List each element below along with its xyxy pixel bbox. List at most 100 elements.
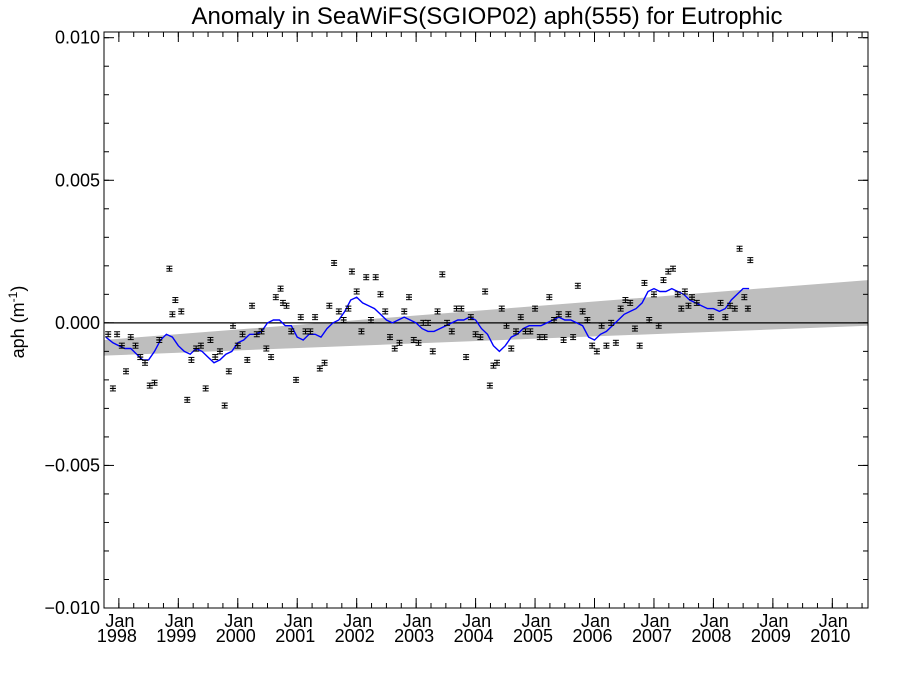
data-point xyxy=(560,336,567,343)
data-point xyxy=(283,302,290,309)
data-point xyxy=(493,359,500,366)
data-point xyxy=(503,322,510,329)
x-tick-label-year: 2002 xyxy=(335,626,375,646)
x-tick-label-year: 2003 xyxy=(394,626,434,646)
data-point xyxy=(202,385,209,392)
data-point xyxy=(353,288,360,295)
data-point xyxy=(574,282,581,289)
data-point xyxy=(372,274,379,281)
data-point xyxy=(321,359,328,366)
data-point xyxy=(396,339,403,346)
data-point xyxy=(584,317,591,323)
data-point xyxy=(612,339,619,346)
data-point xyxy=(641,279,648,286)
data-point xyxy=(340,317,347,323)
data-point xyxy=(293,376,300,383)
x-tick-label-year: 2008 xyxy=(691,626,731,646)
data-point xyxy=(307,328,314,335)
data-point xyxy=(477,334,484,341)
data-point xyxy=(589,342,596,349)
data-point xyxy=(551,317,558,323)
data-point xyxy=(358,328,365,335)
data-point xyxy=(225,368,232,375)
data-point xyxy=(434,308,441,315)
data-point xyxy=(689,294,696,301)
data-point xyxy=(234,342,241,349)
data-point xyxy=(527,328,534,335)
data-point xyxy=(570,334,577,341)
data-point xyxy=(593,348,600,355)
data-point xyxy=(363,274,370,281)
x-tick-label-month: Jan xyxy=(224,611,253,631)
data-point xyxy=(741,294,748,301)
y-axis-label-close: ) xyxy=(8,286,28,292)
data-point xyxy=(541,334,548,341)
x-tick-label-month: Jan xyxy=(462,611,491,631)
data-point xyxy=(736,245,743,252)
data-point xyxy=(249,302,256,309)
data-point xyxy=(631,325,638,332)
data-point xyxy=(348,268,355,275)
data-point xyxy=(122,368,129,375)
data-point xyxy=(565,311,572,318)
data-point xyxy=(401,308,408,315)
data-point xyxy=(627,299,634,306)
data-point xyxy=(331,259,338,266)
running-mean-layer xyxy=(105,287,750,364)
data-points-layer xyxy=(105,245,754,409)
data-point xyxy=(722,314,729,321)
data-point xyxy=(109,385,116,392)
data-point xyxy=(674,291,681,298)
data-point xyxy=(127,334,134,341)
y-tick-label: 0.010 xyxy=(55,28,100,48)
data-point xyxy=(114,331,121,338)
data-point xyxy=(197,342,204,349)
data-point xyxy=(184,396,191,403)
x-tick-label-year: 2000 xyxy=(216,626,256,646)
data-point xyxy=(263,345,270,352)
data-point xyxy=(486,382,493,389)
x-tick-label-year: 2004 xyxy=(454,626,494,646)
x-tick-label-month: Jan xyxy=(759,611,788,631)
data-point xyxy=(178,308,185,315)
trend-band xyxy=(104,280,868,356)
data-point xyxy=(678,305,685,312)
data-point xyxy=(532,305,539,312)
data-point xyxy=(513,328,520,335)
data-point xyxy=(429,348,436,355)
data-point xyxy=(708,314,715,321)
data-point xyxy=(137,354,144,361)
data-point xyxy=(660,277,667,284)
data-point xyxy=(439,271,446,278)
data-point xyxy=(258,328,265,335)
ticks-layer: 0.0100.0050.000−0.005−0.010Jan1998Jan199… xyxy=(44,28,868,646)
x-tick-label-month: Jan xyxy=(581,611,610,631)
data-point xyxy=(382,308,389,315)
x-tick-label-year: 2006 xyxy=(572,626,612,646)
data-point xyxy=(669,265,676,272)
x-tick-label-month: Jan xyxy=(640,611,669,631)
data-point xyxy=(156,336,163,343)
data-point xyxy=(498,305,505,312)
x-tick-label-month: Jan xyxy=(284,611,313,631)
data-point xyxy=(603,342,610,349)
data-point xyxy=(448,328,455,335)
data-point xyxy=(326,302,333,309)
data-point xyxy=(555,311,562,318)
data-point xyxy=(646,317,653,323)
data-point xyxy=(268,354,275,361)
running-mean-line xyxy=(105,287,750,364)
data-point xyxy=(118,342,125,349)
data-point xyxy=(406,294,413,301)
data-point xyxy=(391,345,398,352)
x-tick-label-year: 2005 xyxy=(513,626,553,646)
data-point xyxy=(425,319,432,326)
data-point xyxy=(650,291,657,298)
data-point xyxy=(367,317,374,323)
data-point xyxy=(216,348,223,355)
data-point xyxy=(693,299,700,306)
data-point xyxy=(288,328,295,335)
chart-title: Anomaly in SeaWiFS(SGIOP02) aph(555) for… xyxy=(192,3,783,30)
data-point xyxy=(277,285,284,292)
data-point xyxy=(169,311,176,318)
